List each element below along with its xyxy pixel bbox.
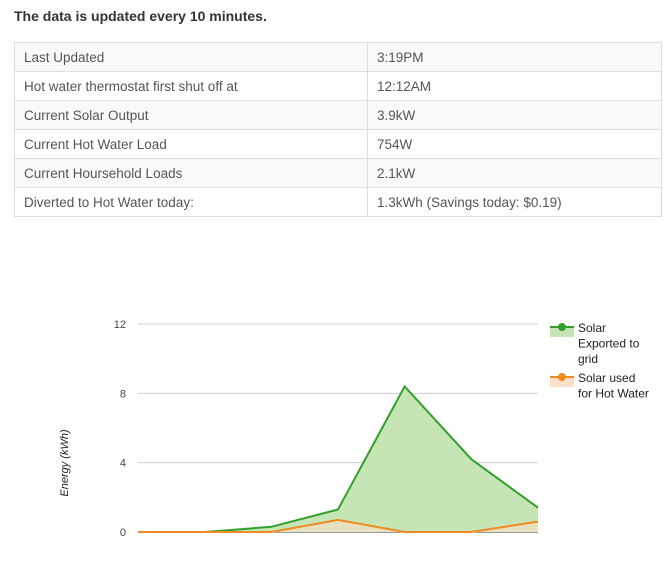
legend-label: for Hot Water <box>578 387 649 401</box>
row-value-thermostat-shut-off: 12:12AM <box>367 71 662 101</box>
row-label-thermostat-shut-off: Hot water thermostat first shut off at <box>14 71 368 101</box>
row-value-last-updated: 3:19PM <box>367 42 662 72</box>
table-row: Current Hot Water Load 754W <box>14 129 662 159</box>
legend-marker <box>558 323 566 331</box>
row-label-hot-water-load: Current Hot Water Load <box>14 129 368 159</box>
legend-label: Solar used <box>578 371 635 385</box>
y-tick-label: 12 <box>114 319 126 331</box>
table-row: Current Solar Output 3.9kW <box>14 100 662 130</box>
legend-swatch <box>550 327 574 337</box>
row-value-household-loads: 2.1kW <box>367 158 662 188</box>
row-value-diverted: 1.3kWh (Savings today: $0.19) <box>367 187 662 217</box>
chart-areas <box>138 386 538 532</box>
row-label-last-updated: Last Updated <box>14 42 368 72</box>
y-tick-label: 4 <box>120 458 126 470</box>
series-line <box>138 518 539 533</box>
legend-swatch <box>550 377 574 387</box>
update-notice: The data is updated every 10 minutes. <box>14 8 267 24</box>
legend-label: grid <box>578 352 598 366</box>
row-label-household-loads: Current Hoursehold Loads <box>14 158 368 188</box>
chart-lines <box>138 384 539 533</box>
series-area <box>138 519 538 532</box>
row-value-hot-water-load: 754W <box>367 129 662 159</box>
table-row: Last Updated 3:19PM <box>14 42 662 72</box>
y-axis-ticks: 0 4 8 12 <box>114 319 126 539</box>
legend-marker <box>558 373 566 381</box>
table-row: Current Hoursehold Loads 2.1kW <box>14 158 662 188</box>
row-label-solar-output: Current Solar Output <box>14 100 368 130</box>
y-axis-title: Energy (kWh) <box>59 429 71 497</box>
status-table: Last Updated 3:19PM Hot water thermostat… <box>14 42 662 217</box>
table-row: Hot water thermostat first shut off at 1… <box>14 71 662 101</box>
table-row: Diverted to Hot Water today: 1.3kWh (Sav… <box>14 187 662 217</box>
legend-label: Solar <box>578 321 606 335</box>
legend-label: Exported to <box>578 337 640 351</box>
y-tick-label: 8 <box>120 388 126 400</box>
y-tick-label: 0 <box>120 527 126 539</box>
row-label-diverted: Diverted to Hot Water today: <box>14 187 368 217</box>
row-value-solar-output: 3.9kW <box>367 100 662 130</box>
legend-item: Solar used for Hot Water <box>550 371 649 401</box>
series-area <box>138 386 538 532</box>
